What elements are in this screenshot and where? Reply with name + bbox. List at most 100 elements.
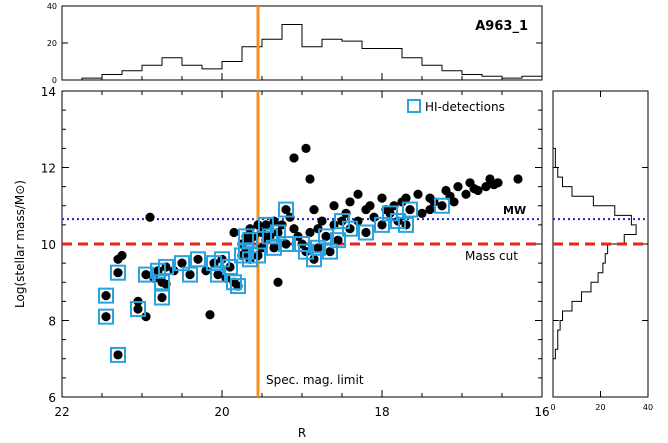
galaxy-point (361, 227, 371, 238)
galaxy-point (281, 204, 291, 215)
galaxy-point (513, 174, 523, 184)
galaxy-point (329, 201, 339, 211)
galaxy-point (481, 182, 491, 192)
hi-detection-marker (222, 258, 238, 275)
hi-detection-marker (238, 228, 254, 245)
galaxy-point (101, 291, 111, 301)
galaxy-point (205, 310, 215, 320)
x-tick-label: 22 (54, 405, 69, 419)
hi-detection-marker (278, 201, 294, 218)
cluster-title: A963_1 (475, 19, 528, 34)
y-tick-label: 6 (48, 391, 56, 405)
hi-detection-marker (98, 287, 114, 304)
galaxy-point (273, 277, 283, 287)
y-tick-label: 12 (41, 162, 56, 176)
galaxy-point (305, 227, 315, 238)
galaxy-point (269, 243, 279, 253)
y-axis: 6 8 10 12 14 (41, 85, 542, 405)
hi-detection-marker (158, 258, 174, 275)
hi-detection-marker (250, 247, 266, 264)
galaxy-point (117, 250, 127, 261)
galaxy-point (437, 201, 447, 211)
hi-detection-marker (402, 201, 418, 218)
hi-detection-marker (278, 236, 294, 252)
hi-detection-marker (154, 274, 170, 291)
galaxy-point (113, 350, 123, 360)
x-tick-label: 18 (374, 405, 389, 419)
galaxy-point (185, 270, 195, 280)
right-x-tick-label: 0 (550, 403, 555, 412)
hi-detection-marker (230, 278, 246, 295)
top-histogram-y-axis: 0 20 40 (47, 2, 542, 85)
hi-detection-marker (242, 232, 258, 249)
y-tick-label: 8 (48, 315, 56, 329)
hi-detection-marker (318, 228, 334, 245)
galaxy-point (309, 204, 319, 215)
hi-detection-marker (110, 346, 126, 363)
legend-hi-symbol (407, 99, 421, 113)
galaxy-point (413, 189, 423, 199)
galaxy-point (213, 270, 223, 280)
right-histogram-x-axis: 0 20 40 (550, 90, 653, 412)
galaxy-point (405, 204, 415, 215)
galaxy-point (333, 235, 343, 245)
top-y-tick-label: 0 (52, 76, 57, 85)
galaxy-point (377, 220, 387, 230)
galaxy-point (425, 204, 435, 215)
top-y-tick-label: 20 (47, 39, 57, 48)
galaxy-point (301, 143, 311, 153)
galaxy-point (177, 258, 187, 268)
galaxy-point (325, 247, 335, 257)
galaxy-point (353, 189, 363, 199)
hi-detection-marker (330, 232, 346, 249)
galaxy-point (133, 304, 143, 314)
galaxy-point (145, 212, 155, 222)
hi-detection-marker (266, 239, 282, 256)
galaxy-point (305, 174, 315, 184)
galaxy-point (193, 254, 203, 264)
mass-cut-label: Mass cut (465, 249, 518, 263)
galaxy-point (489, 180, 499, 190)
y-tick-label: 14 (41, 85, 56, 99)
hi-detection-marker (398, 216, 414, 233)
galaxy-point (289, 153, 299, 163)
x-axis: 22 20 18 16 (54, 73, 550, 419)
galaxy-point (281, 239, 291, 249)
galaxy-point (261, 220, 271, 230)
galaxy-point (453, 182, 463, 192)
galaxy-point (417, 208, 427, 218)
hi-detection-marker (138, 266, 154, 283)
x-tick-label: 16 (534, 405, 549, 419)
legend-hi-label: HI-detections (425, 100, 505, 114)
legend: HI-detections (407, 99, 505, 114)
right-histogram: 0 20 40 (550, 90, 653, 412)
galaxy-point (141, 270, 151, 280)
hi-detection-markers (98, 197, 450, 363)
galaxy-point (313, 243, 323, 253)
galaxy-point (113, 268, 123, 278)
mw-label: MW (503, 204, 526, 217)
main-scatter: 6 8 10 12 14 22 20 18 16 HI-detections MW Mass … (13, 73, 550, 440)
hi-detection-marker (434, 197, 450, 214)
right-x-tick-label: 20 (595, 403, 605, 412)
galaxy-point (289, 224, 299, 234)
top-histogram-steps (81, 24, 543, 80)
galaxy-point (157, 292, 167, 303)
hi-detection-marker (130, 301, 146, 318)
x-axis-label: R (298, 426, 306, 440)
hi-detection-marker (98, 308, 114, 325)
hi-detection-marker (342, 220, 358, 237)
galaxy-point (317, 216, 327, 226)
right-histogram-steps (553, 147, 637, 360)
hi-detection-marker (190, 251, 206, 268)
galaxy-point (469, 183, 479, 194)
right-x-tick-label: 40 (643, 403, 653, 412)
hi-detection-marker (110, 264, 126, 281)
hi-detection-marker (154, 289, 170, 306)
galaxy-point (345, 197, 355, 207)
y-tick-label: 10 (41, 238, 56, 252)
galaxy-point (377, 193, 387, 203)
hi-detection-marker (358, 224, 374, 241)
y-axis-label: Log(stellar mass/M⊙) (13, 180, 27, 308)
